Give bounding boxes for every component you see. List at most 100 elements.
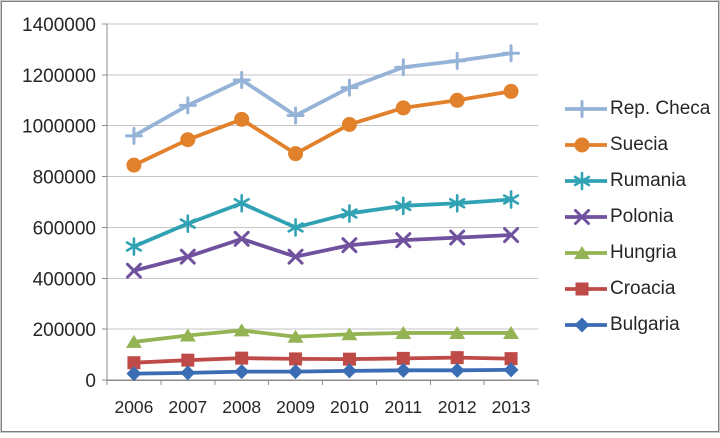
chart-legend: Rep. Checa Suecia Rumania Polonia Hungria Cro… [565,98,710,350]
x-marker [233,230,250,247]
plus-marker [178,96,197,115]
plus-marker [394,58,413,77]
triangle-marker [449,325,466,339]
x-tick-label: 2012 [438,397,477,417]
square-marker [342,352,356,366]
triangle-marker [125,334,142,348]
circle-marker [180,132,196,148]
x-marker [503,227,520,244]
asterisk-marker [179,214,197,233]
legend-marker-x-icon [565,209,607,225]
square-marker [181,353,195,367]
triangle-marker [287,329,304,343]
triangle-marker [574,246,590,259]
diamond-marker [180,365,196,381]
triangle-marker [503,325,520,339]
asterisk-marker [502,190,520,209]
x-tick-label: 2013 [492,397,531,417]
square-marker [450,351,464,365]
x-marker [179,248,196,265]
legend-marker-triangle-icon [565,246,607,259]
x-tick-label: 2009 [276,397,315,417]
legend-marker-diamond-icon [565,317,607,333]
asterisk-marker [125,237,143,256]
y-tick-label: 1000000 [22,117,96,138]
y-tick-label: 1200000 [22,66,96,87]
diamond-marker [126,366,142,382]
square-marker [396,351,410,365]
legend-label-polonia: Polonia [610,206,674,227]
legend-marker-square-icon [565,282,607,296]
asterisk-marker [341,204,358,223]
x-marker [395,232,412,249]
legend-marker-circle-icon [565,137,607,153]
y-tick-label: 200000 [33,320,96,341]
y-tick-label: 400000 [33,269,96,290]
legend-label-hungria: Hungria [610,242,677,263]
plus-marker [573,100,591,118]
asterisk-marker [448,193,466,213]
legend-label-croacia: Croacia [610,278,676,299]
triangle-marker [341,327,358,341]
asterisk-marker [395,196,412,216]
circle-marker [341,116,357,132]
square-marker [127,356,141,370]
circle-marker [126,157,142,173]
plus-marker [286,106,305,125]
triangle-marker [179,328,196,342]
x-marker [125,262,142,279]
x-marker [449,229,466,246]
diamond-marker [234,364,250,380]
legend-label-rumania: Rumania [610,170,687,191]
y-tick-label: 1400000 [22,15,96,36]
x-marker [287,248,304,265]
legend-label-bulgaria: Bulgaria [610,314,680,335]
square-marker [235,351,249,365]
legend-item-rep-checa: Rep. Checa [565,98,710,120]
asterisk-marker [233,193,250,213]
y-tick-label: 0 [85,371,96,392]
series-line-bulgaria [132,367,513,376]
diamond-marker [574,317,590,333]
x-tick-label: 2006 [114,397,153,417]
series-line-hungria [132,328,513,344]
series-line-polonia [132,233,513,273]
legend-label-suecia: Suecia [610,134,669,155]
triangle-marker [395,325,412,339]
x-tick-label: 2007 [168,397,207,417]
circle-marker [234,111,250,127]
series-line-croacia [132,355,513,365]
circle-marker [503,83,519,99]
circle-marker [449,92,465,108]
legend-item-rumania: Rumania [565,170,710,192]
series-line-rep-checa [132,51,513,138]
circle-marker [574,137,590,153]
diamond-marker [341,363,357,379]
diamond-marker [288,364,304,380]
x-tick-label: 2010 [330,397,369,417]
square-marker [504,352,518,366]
square-marker [289,352,303,366]
diamond-marker [449,362,465,378]
y-tick-label: 600000 [33,218,96,239]
legend-marker-asterisk-icon [565,171,607,191]
diamond-marker [395,362,411,378]
x-marker [341,237,358,254]
plus-marker [448,51,467,70]
legend-item-bulgaria: Bulgaria [565,314,710,336]
series-line-suecia [132,89,513,168]
x-tick-label: 2011 [384,397,422,417]
legend-marker-plus-icon [565,100,607,118]
plus-marker [124,126,143,145]
asterisk-marker [287,218,304,237]
circle-marker [288,146,304,162]
square-marker [575,282,589,296]
circle-marker [395,100,411,116]
x-marker [574,209,590,225]
plus-marker [232,70,251,89]
legend-item-hungria: Hungria [565,242,710,264]
series-line-rumania [132,197,513,249]
plus-marker [340,78,359,97]
